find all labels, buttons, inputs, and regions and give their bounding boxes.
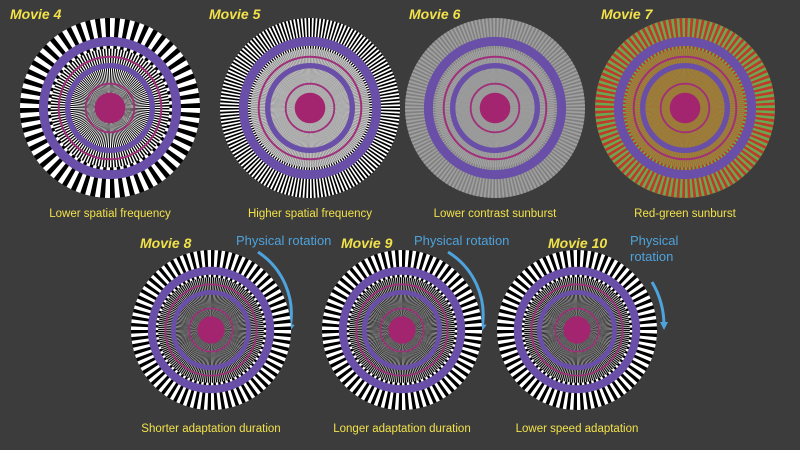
sunburst-disc [220,18,400,198]
magenta-ring-inner [284,82,336,134]
sunburst-disc [497,250,657,410]
purple-ring-middle [537,289,618,370]
magenta-ring [257,55,363,161]
panel-title: Movie 8 [140,235,192,251]
panel-title: Movie 9 [341,235,393,251]
rotation-label: Physical rotation [630,233,682,264]
rotation-arrow [650,281,668,330]
center-dot [479,92,511,124]
panel-movie-10: Movie 10 Physical rotation Lower speed a… [497,233,682,435]
panel-title: Movie 7 [601,6,654,22]
panel-title: Movie 4 [10,6,62,22]
center-dot [94,92,126,124]
panel-movie-9: Movie 9 Physical rotation Longer adaptat… [322,233,509,435]
purple-ring-middle [361,289,442,370]
magenta-ring [530,283,624,377]
center-dot [294,92,326,124]
center-dot [563,316,591,344]
purple-ring-outer [613,36,757,180]
purple-ring-middle [450,62,541,153]
purple-ring-outer [338,266,466,394]
center-dot [197,316,225,344]
rotation-label: Physical rotation [236,233,331,248]
center-dot [669,92,701,124]
magenta-ring-inner [379,307,425,353]
panel-caption: Longer adaptation duration [333,423,470,435]
magenta-ring-inner [554,307,600,353]
purple-ring-outer [38,36,182,180]
purple-ring-middle [170,289,251,370]
purple-ring-outer [423,36,567,180]
magenta-ring [442,55,548,161]
panel-caption: Shorter adaptation duration [141,423,280,435]
rotation-arrow [257,250,295,332]
rotation-arrow [447,250,487,332]
panel-caption: Lower spatial frequency [49,208,171,220]
magenta-ring-inner [84,82,136,134]
panel-movie-5: Movie 5 Higher spatial frequency [209,6,400,220]
magenta-ring-inner [188,307,234,353]
magenta-ring [57,55,163,161]
panel-movie-4: Movie 4 Lower spatial frequency [10,6,200,220]
panel-movie-7: Movie 7 Red-green sunburst [595,6,775,220]
sunburst-disc [322,250,482,410]
magenta-ring [632,55,738,161]
purple-ring-middle [265,62,356,153]
sunburst-disc [405,18,585,198]
purple-ring-outer [238,36,382,180]
sunburst-disc [595,18,775,198]
magenta-ring-inner [659,82,711,134]
panel-caption: Lower contrast sunburst [434,208,558,220]
purple-ring-outer [513,266,641,394]
panel-movie-8: Movie 8 Physical rotation Shorter adapta… [131,233,331,435]
panel-movie-6: Movie 6 Lower contrast sunburst [405,6,585,220]
panel-title: Movie 10 [548,235,607,251]
magenta-ring [355,283,449,377]
magenta-ring [164,283,258,377]
sunburst-disc [131,250,291,410]
rotation-label: Physical rotation [414,233,509,248]
center-dot [388,316,416,344]
panel-title: Movie 5 [209,6,261,22]
panel-caption: Red-green sunburst [634,208,736,220]
purple-ring-middle [640,62,731,153]
purple-ring-outer [147,266,275,394]
panel-title: Movie 6 [409,6,461,22]
magenta-ring-inner [469,82,521,134]
sunburst-disc [20,18,200,198]
panel-caption: Lower speed adaptation [516,423,639,435]
purple-ring-middle [64,62,155,153]
panel-caption: Higher spatial frequency [248,208,372,220]
